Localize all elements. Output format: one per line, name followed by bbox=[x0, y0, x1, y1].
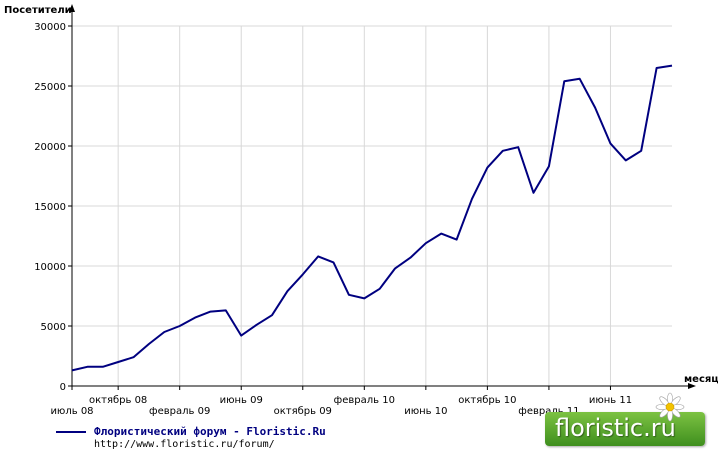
y-tick-label: 20000 bbox=[34, 142, 66, 153]
x-axis-title: месяц bbox=[684, 374, 718, 385]
y-tick-label: 25000 bbox=[34, 82, 66, 93]
floristic-logo-badge: floristic.ru bbox=[545, 412, 705, 446]
chart-grid bbox=[72, 25, 672, 386]
x-tick-label: октябрь 09 bbox=[274, 406, 332, 417]
x-tick-label: июнь 10 bbox=[404, 406, 447, 417]
x-tick-label: июнь 11 bbox=[589, 395, 632, 406]
y-axis-title: Посетители bbox=[4, 5, 72, 16]
y-axis-arrow bbox=[69, 4, 75, 12]
x-tick-label: февраль 10 bbox=[334, 395, 395, 406]
x-tick-label: февраль 11 bbox=[518, 406, 579, 417]
y-axis-ticks: 0 5000 10000 15000 20000 25000 30000 bbox=[34, 22, 72, 393]
y-tick-label: 5000 bbox=[41, 322, 66, 333]
y-tick-label: 30000 bbox=[34, 22, 66, 33]
legend-line-swatch bbox=[56, 431, 86, 433]
legend-url: http://www.floristic.ru/forum/ bbox=[94, 439, 275, 450]
series-line-floristic-forum bbox=[71, 64, 673, 372]
x-tick-label: октябрь 08 bbox=[89, 395, 147, 406]
brand-logo-text: floristic.ru bbox=[555, 414, 676, 442]
x-tick-label: октябрь 10 bbox=[458, 395, 516, 406]
legend-series-title: Флористический форум - Floristic.Ru bbox=[94, 425, 326, 438]
y-tick-label: 10000 bbox=[34, 262, 66, 273]
y-tick-label: 15000 bbox=[34, 202, 66, 213]
x-tick-label: июнь 09 bbox=[220, 395, 263, 406]
y-tick-label: 0 bbox=[60, 382, 66, 393]
x-tick-label: февраль 09 bbox=[149, 406, 210, 417]
chamomile-flower-icon bbox=[655, 392, 685, 422]
x-axis-arrow bbox=[688, 383, 696, 389]
chart-axes bbox=[69, 4, 696, 389]
x-tick-label: июль 08 bbox=[50, 406, 93, 417]
